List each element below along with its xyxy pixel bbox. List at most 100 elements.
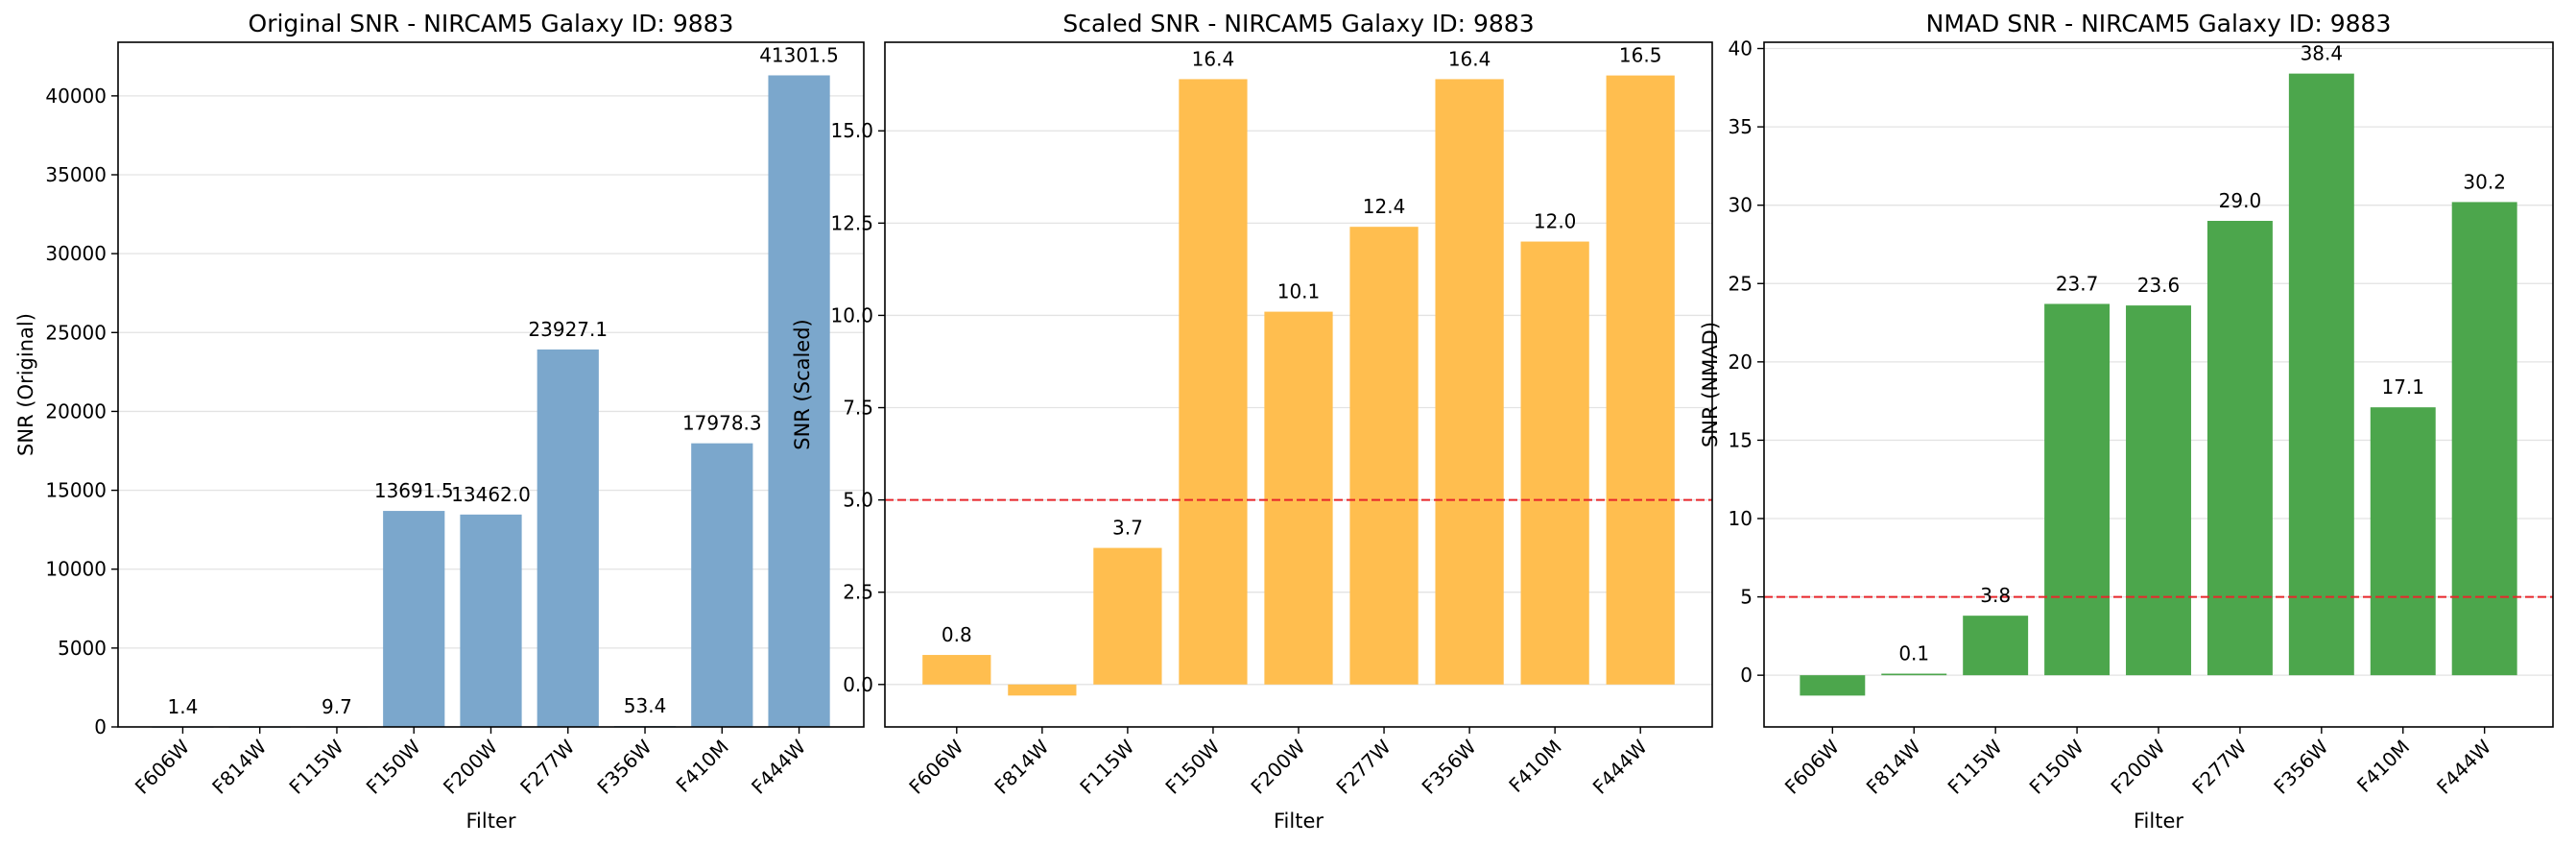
bar-f410m — [2370, 407, 2436, 676]
bar-f444w — [768, 75, 830, 728]
y-tick-label: 35000 — [45, 163, 107, 186]
bar-f200w — [1264, 311, 1333, 685]
x-tick-label: F356W — [1418, 735, 1481, 798]
x-tick-label: F444W — [1588, 735, 1652, 798]
chart-title: Original SNR - NIRCAM5 Galaxy ID: 9883 — [249, 10, 734, 37]
bar-value-label: 9.7 — [322, 695, 352, 718]
x-tick-label: F277W — [1332, 735, 1395, 798]
bar-f277w — [537, 349, 599, 727]
chart-title: Scaled SNR - NIRCAM5 Galaxy ID: 9883 — [1062, 10, 1534, 37]
x-tick-label: F150W — [1160, 735, 1224, 798]
y-tick-label: 10.0 — [830, 303, 873, 326]
x-tick-label: F277W — [515, 735, 579, 798]
x-tick-label: F814W — [1862, 735, 1925, 798]
bar-f150w — [2044, 303, 2111, 676]
y-tick-label: 10 — [1729, 507, 1753, 530]
chart-panel-3: 0.1 3.8 23.7 23.6 29.0 38.4 17.1 30.2 0 5 10 15 20 25… — [1699, 10, 2554, 833]
x-tick-label: F814W — [990, 735, 1053, 798]
y-tick-label: 20 — [1729, 350, 1753, 374]
y-tick-label: 2.5 — [843, 581, 873, 604]
y-tick-label: 10000 — [45, 558, 107, 581]
bar-value-label: 13462.0 — [451, 483, 531, 506]
bar-value-label: 53.4 — [624, 694, 667, 717]
bar-f606w — [1800, 675, 1866, 696]
bar-f410m — [1520, 241, 1589, 685]
bar-value-label: 16.4 — [1192, 47, 1235, 70]
y-tick-label: 40 — [1729, 37, 1753, 60]
bar-value-label: 1.4 — [168, 695, 199, 718]
y-tick-label: 0 — [94, 715, 107, 738]
bar-f356w — [2288, 73, 2354, 676]
bar-f115w — [1093, 547, 1162, 685]
x-tick-label: F200W — [439, 735, 502, 798]
bar-f444w — [2451, 202, 2517, 676]
x-tick-label: F200W — [1246, 735, 1309, 798]
bar-f150w — [1179, 79, 1248, 685]
bar-value-label: 0.8 — [942, 623, 972, 646]
y-tick-label: 30 — [1729, 194, 1753, 217]
bar-f356w — [1435, 79, 1504, 685]
x-tick-label: F444W — [747, 735, 810, 798]
y-tick-label: 0.0 — [843, 673, 873, 696]
bar-value-label: 41301.5 — [759, 43, 839, 66]
x-tick-label: F356W — [2269, 735, 2332, 798]
x-axis-label: Filter — [465, 810, 515, 833]
bar-f814w — [1881, 673, 1947, 676]
y-tick-label: 15 — [1729, 428, 1753, 451]
y-axis-label: SNR (NMAD) — [1699, 322, 1722, 447]
x-tick-label: F606W — [1780, 735, 1844, 798]
bar-value-label: 23.6 — [2137, 274, 2181, 297]
x-axis-label: Filter — [2134, 810, 2183, 833]
bar-f200w — [460, 514, 522, 727]
x-tick-label: F200W — [2106, 735, 2169, 798]
bar-value-label: 16.4 — [1448, 47, 1491, 70]
y-tick-label: 15000 — [45, 479, 107, 502]
bar-value-label: 10.1 — [1277, 280, 1321, 303]
y-tick-label: 15.0 — [830, 119, 873, 142]
bar-f277w — [1349, 227, 1419, 685]
y-tick-label: 40000 — [45, 85, 107, 108]
bar-value-label: 3.7 — [1112, 517, 1143, 540]
bar-value-label: 0.1 — [1898, 642, 1929, 665]
bar-f444w — [1606, 75, 1675, 685]
bar-value-label: 23.7 — [2056, 272, 2099, 295]
bar-f150w — [383, 511, 445, 727]
bar-value-label: 17.1 — [2381, 375, 2424, 399]
y-tick-label: 35 — [1729, 115, 1753, 138]
y-tick-label: 7.5 — [843, 397, 873, 420]
x-tick-label: F410M — [1504, 736, 1565, 797]
y-tick-label: 5000 — [58, 637, 107, 660]
bar-f277w — [2206, 221, 2273, 676]
x-tick-label: F606W — [131, 735, 194, 798]
bar-value-label: 29.0 — [2219, 189, 2262, 212]
bar-value-label: 12.0 — [1534, 210, 1577, 233]
bar-value-label: 17978.3 — [682, 412, 762, 435]
x-tick-label: F115W — [1944, 735, 2007, 798]
x-tick-label: F444W — [2432, 735, 2495, 798]
x-tick-label: F115W — [284, 735, 347, 798]
x-tick-label: F150W — [2025, 735, 2088, 798]
bar-f814w — [1008, 684, 1077, 696]
bar-value-label: 38.4 — [2301, 42, 2344, 65]
x-axis-label: Filter — [1274, 810, 1324, 833]
chart-panel-2: 0.8 3.7 16.4 10.1 12.4 16.4 12.0 16.5 0.0 2.5 5.0 7… — [791, 10, 1713, 833]
bar-f410m — [691, 443, 753, 727]
y-tick-label: 25 — [1729, 272, 1753, 295]
y-tick-label: 0 — [1740, 664, 1753, 687]
bar-value-label: 3.8 — [1980, 584, 2011, 607]
x-tick-label: F150W — [362, 735, 425, 798]
chart-title: NMAD SNR - NIRCAM5 Galaxy ID: 9883 — [1926, 10, 2392, 37]
bar-value-label: 23927.1 — [528, 318, 608, 341]
bar-f200w — [2126, 305, 2191, 676]
bar-value-label: 13691.5 — [374, 479, 454, 502]
x-tick-label: F606W — [904, 735, 967, 798]
bar-value-label: 16.5 — [1619, 44, 1662, 67]
y-tick-label: 12.5 — [830, 211, 873, 234]
y-axis-label: SNR (Scaled) — [791, 319, 814, 450]
x-tick-label: F410M — [672, 736, 733, 797]
y-axis-label: SNR (Original) — [14, 313, 37, 456]
x-tick-label: F356W — [592, 735, 656, 798]
x-tick-label: F277W — [2187, 735, 2251, 798]
